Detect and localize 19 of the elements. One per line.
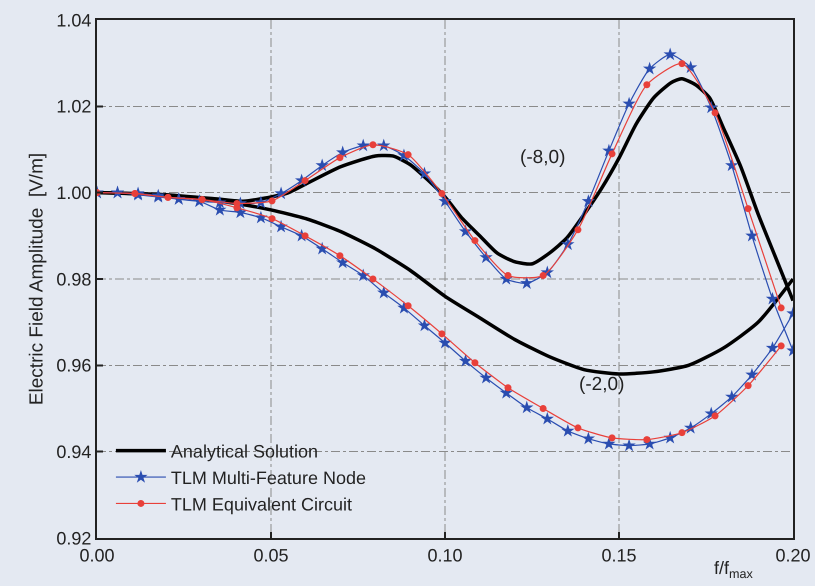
x-tick-label: 0.20 bbox=[775, 546, 811, 566]
y-tick-label: 0.94 bbox=[56, 442, 92, 462]
y-tick-label: 1.04 bbox=[56, 10, 92, 30]
y-tick-label: 0.96 bbox=[56, 356, 92, 376]
y-axis-title: Electric Field Amplitude [V/m] bbox=[26, 152, 48, 406]
legend-label: TLM Multi-Feature Node bbox=[170, 468, 366, 488]
x-tick-label: 0.00 bbox=[79, 546, 115, 566]
annotation: (-8,0) bbox=[520, 147, 566, 168]
x-tick-label: 0.15 bbox=[601, 546, 637, 566]
x-axis-title: f/f$_{max}$ bbox=[714, 558, 754, 581]
y-tick-label: 1.00 bbox=[56, 182, 92, 203]
y-tick-label: 0.98 bbox=[56, 269, 92, 290]
x-tick-label: 0.10 bbox=[427, 546, 463, 566]
legend-label: Analytical Solution bbox=[170, 442, 318, 462]
y-tick-label: 0.92 bbox=[56, 528, 92, 548]
legend-label: TLM Equivalent Circuit bbox=[170, 494, 352, 514]
annotation: (-2,0) bbox=[579, 374, 624, 395]
x-tick-label: 0.05 bbox=[253, 546, 289, 566]
y-tick-label: 1.02 bbox=[56, 96, 92, 117]
